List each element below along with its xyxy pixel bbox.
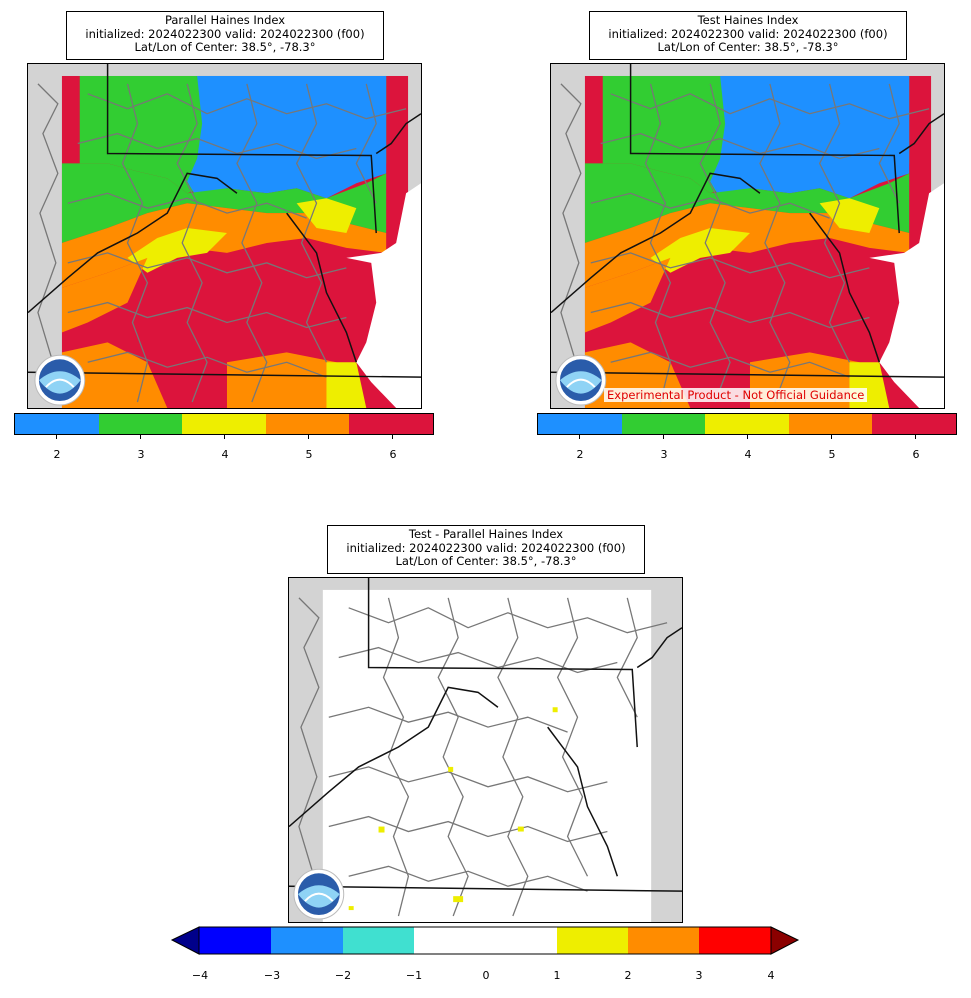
difference-map-graphic (289, 578, 682, 922)
colorbar-tick-label: 6 (389, 448, 397, 461)
colorbar-segment (705, 414, 789, 434)
colorbar-tick-label: 5 (305, 448, 313, 461)
parallel-title-text: Parallel Haines Index (164, 13, 286, 27)
colorbar-segment (265, 414, 350, 434)
colorbar-segment (621, 414, 706, 434)
colorbar-tick-label: 3 (660, 448, 668, 461)
noaa-logo-icon (34, 354, 86, 406)
experimental-disclaimer: Experimental Product - Not Official Guid… (604, 388, 868, 402)
parallel-center-text: Lat/Lon of Center: 38.5°, -78.3° (134, 40, 316, 54)
colorbar-tick-label: −4 (191, 969, 209, 982)
difference-colorbar (170, 926, 800, 955)
parallel-init-text: initialized: 2024022300 valid: 202402230… (85, 26, 365, 41)
colorbar-segment (15, 414, 99, 434)
parallel-map-graphic (28, 64, 421, 408)
test-title-text: Test Haines Index (697, 13, 799, 27)
test-haines-map (550, 63, 945, 409)
colorbar-segment (98, 414, 183, 434)
colorbar-tick-label: −1 (405, 969, 423, 982)
colorbar-segment (538, 414, 622, 434)
colorbar-tick-label: 2 (576, 448, 584, 461)
colorbar-tick-label: 0 (482, 969, 490, 982)
parallel-haines-map (27, 63, 422, 409)
colorbar-tick-label: 4 (767, 969, 775, 982)
test-center-text: Lat/Lon of Center: 38.5°, -78.3° (657, 40, 839, 54)
noaa-logo-icon (555, 354, 607, 406)
colorbar-tick-label: −3 (263, 969, 281, 982)
test-panel-title: Test Haines Index initialized: 202402230… (589, 11, 907, 60)
colorbar-tick-label: 4 (221, 448, 229, 461)
noaa-logo-icon (293, 868, 345, 920)
colorbar-segment (872, 414, 956, 434)
parallel-colorbar (14, 413, 434, 435)
colorbar-segment (349, 414, 433, 434)
test-init-text: initialized: 2024022300 valid: 202402230… (608, 26, 888, 41)
colorbar-tick-label: 5 (828, 448, 836, 461)
difference-panel-title: Test - Parallel Haines Index initialized… (327, 525, 645, 574)
colorbar-tick-label: 4 (744, 448, 752, 461)
colorbar-tick-label: 1 (553, 969, 561, 982)
colorbar-tick-label: 2 (53, 448, 61, 461)
difference-map (288, 577, 683, 923)
colorbar-segment (788, 414, 873, 434)
difference-center-text: Lat/Lon of Center: 38.5°, -78.3° (395, 554, 577, 568)
colorbar-segment (182, 414, 266, 434)
colorbar-tick-label: 6 (912, 448, 920, 461)
parallel-panel-title: Parallel Haines Index initialized: 20240… (66, 11, 384, 60)
colorbar-tick-label: 3 (137, 448, 145, 461)
colorbar-tick-label: 2 (624, 969, 632, 982)
colorbar-tick-label: 3 (695, 969, 703, 982)
test-colorbar (537, 413, 957, 435)
difference-title-text: Test - Parallel Haines Index (408, 527, 564, 541)
difference-init-text: initialized: 2024022300 valid: 202402230… (346, 540, 626, 555)
test-map-graphic (551, 64, 944, 408)
colorbar-tick-label: −2 (334, 969, 352, 982)
